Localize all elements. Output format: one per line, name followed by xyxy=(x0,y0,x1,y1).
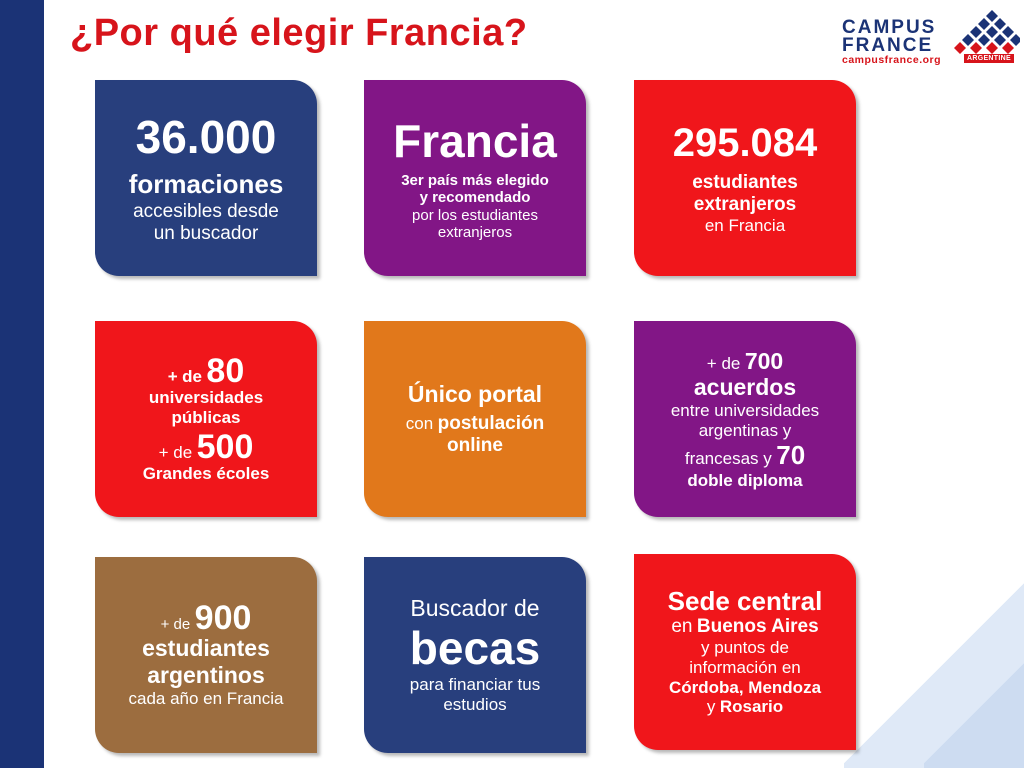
acuerdos-line4: doble diploma xyxy=(687,470,803,490)
corner-decoration-inner xyxy=(924,658,1024,768)
sede-line2: información en xyxy=(689,657,801,677)
card-portal: Único portal con postulación online xyxy=(364,321,586,517)
card-formaciones: 36.000 formaciones accesibles desde un b… xyxy=(95,80,317,276)
estudiantes-line1: estudiantes xyxy=(692,172,798,194)
becas-line2: para financiar tus xyxy=(409,675,541,695)
card-argentinos: + de 900 estudiantes argentinos cada año… xyxy=(95,557,317,753)
argentinos-line1: estudiantes xyxy=(142,635,270,662)
acuerdos-prefix: + de xyxy=(706,353,741,373)
card-estudiantes-extranjeros: 295.084 estudiantes extranjeros en Franc… xyxy=(634,80,856,276)
sede-row2: y Rosario xyxy=(707,697,783,718)
becas-line1: Buscador de xyxy=(410,595,540,622)
acuerdos-number2: 70 xyxy=(776,440,806,471)
estudiantes-number: 295.084 xyxy=(672,120,818,165)
becas-heading: becas xyxy=(409,621,541,674)
formaciones-label: formaciones xyxy=(128,168,284,199)
logo-country-badge: ARGENTINE xyxy=(964,54,1014,63)
francia-line4: extranjeros xyxy=(437,224,513,242)
sede-cities: Córdoba, Mendoza xyxy=(668,677,822,697)
logo-url: campusfrance.org xyxy=(842,54,942,66)
logo-text-campus: CAMPUS xyxy=(842,17,937,38)
acuerdos-line1: entre universidades xyxy=(670,401,820,421)
francia-line3: por los estudiantes xyxy=(412,206,538,224)
sede-line1: y puntos de xyxy=(701,638,789,658)
argentinos-line3: cada año en Francia xyxy=(128,688,284,708)
universidades-de1: de xyxy=(182,367,202,387)
portal-heading: Único portal xyxy=(407,380,543,407)
sede-city: Buenos Aires xyxy=(696,616,819,638)
acuerdos-label: acuerdos xyxy=(693,374,797,401)
argentinos-line2: argentinos xyxy=(147,662,265,689)
argentinos-prefix: + de xyxy=(160,616,191,634)
universidades-number2: 500 xyxy=(196,427,254,466)
francia-line2: y recomendado xyxy=(419,189,531,207)
formaciones-line2: un buscador xyxy=(153,222,259,244)
universidades-line3: Grandes écoles xyxy=(142,463,270,483)
universidades-plus1: + xyxy=(167,367,178,387)
argentinos-row1: + de 900 xyxy=(161,601,252,635)
diamond-pattern-icon xyxy=(954,10,1020,54)
francia-line1: 3er país más elegido xyxy=(401,171,549,189)
universidades-row1: + de 80 xyxy=(168,354,245,388)
portal-row: con postulación xyxy=(406,413,545,435)
acuerdos-row1: + de 700 xyxy=(707,348,783,375)
sede-y: y xyxy=(706,697,716,717)
sede-heading: Sede central xyxy=(667,586,823,617)
acuerdos-line2: argentinas y xyxy=(698,420,792,440)
sede-row1: en Buenos Aires xyxy=(671,616,818,638)
acuerdos-row2: francesas y 70 xyxy=(685,440,805,470)
card-universidades: + de 80 universidades públicas + de 500 … xyxy=(95,321,317,517)
acuerdos-line3: francesas y xyxy=(684,449,772,469)
card-francia: Francia 3er país más elegido y recomenda… xyxy=(364,80,586,276)
card-sede: Sede central en Buenos Aires y puntos de… xyxy=(634,554,856,750)
estudiantes-line3: en Francia xyxy=(704,216,786,236)
left-accent-bar xyxy=(0,0,44,768)
logo-text-france: FRANCE xyxy=(842,35,934,56)
card-becas: Buscador de becas para financiar tus est… xyxy=(364,557,586,753)
becas-line3: estudios xyxy=(443,695,507,715)
card-acuerdos: + de 700 acuerdos entre universidades ar… xyxy=(634,321,856,517)
universidades-plus2: + de xyxy=(158,442,193,462)
campus-france-logo: CAMPUS FRANCE campusfrance.org ARGENTINE xyxy=(838,8,1020,68)
estudiantes-line2: extranjeros xyxy=(693,194,797,216)
universidades-line1: universidades xyxy=(148,388,264,408)
acuerdos-number: 700 xyxy=(744,347,784,374)
formaciones-number: 36.000 xyxy=(135,111,277,164)
portal-online: online xyxy=(447,435,503,457)
portal-con: con xyxy=(405,414,434,434)
sede-en: en xyxy=(671,616,693,638)
argentinos-number: 900 xyxy=(194,599,252,638)
sede-last-city: Rosario xyxy=(719,697,784,717)
francia-heading: Francia xyxy=(393,114,557,167)
page-title: ¿Por qué elegir Francia? xyxy=(70,12,528,54)
universidades-row2: + de 500 xyxy=(159,430,254,464)
formaciones-line1: accesibles desde xyxy=(133,200,279,222)
universidades-line2: públicas xyxy=(171,408,241,428)
portal-postulacion: postulación xyxy=(437,413,545,435)
universidades-number1: 80 xyxy=(206,352,245,391)
